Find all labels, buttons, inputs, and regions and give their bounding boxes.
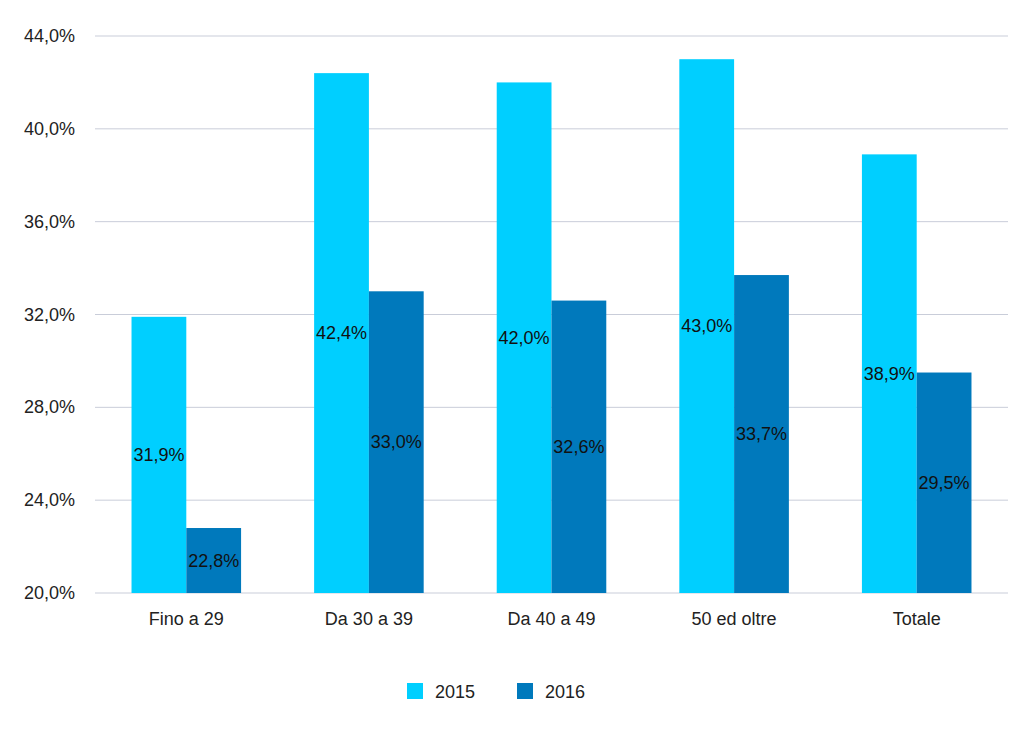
y-tick-label: 36,0% xyxy=(24,212,75,232)
grid xyxy=(95,36,1008,593)
x-tick-label: Totale xyxy=(893,609,941,629)
y-tick-label: 28,0% xyxy=(24,397,75,417)
chart-svg: 20,0% 24,0% 28,0% 32,0% 36,0% 40,0% 44,0% 31,9%… xyxy=(0,0,1024,734)
bar xyxy=(862,154,917,593)
bar xyxy=(917,373,972,593)
legend-swatch xyxy=(517,683,533,699)
legend-label: 2016 xyxy=(545,682,585,702)
y-tick-label: 40,0% xyxy=(24,119,75,139)
x-tick-label: Da 30 a 39 xyxy=(325,609,413,629)
data-label: 42,0% xyxy=(499,328,550,348)
chart-container: 20,0% 24,0% 28,0% 32,0% 36,0% 40,0% 44,0% 31,9%… xyxy=(0,0,1024,734)
bars xyxy=(132,59,972,593)
data-label: 33,0% xyxy=(371,432,422,452)
data-label: 22,8% xyxy=(188,551,239,571)
grid-line xyxy=(95,36,1008,37)
y-tick-label: 32,0% xyxy=(24,305,75,325)
x-tick-label: Fino a 29 xyxy=(149,609,224,629)
legend: 2015 2016 xyxy=(407,682,585,702)
bar xyxy=(497,82,552,593)
y-tick-label: 24,0% xyxy=(24,490,75,510)
data-label: 29,5% xyxy=(919,473,970,493)
y-tick-label: 44,0% xyxy=(24,26,75,46)
bar xyxy=(369,291,424,593)
y-tick-label: 20,0% xyxy=(24,583,75,603)
bar xyxy=(679,59,734,593)
data-label: 38,9% xyxy=(864,364,915,384)
x-tick-label: 50 ed oltre xyxy=(692,609,777,629)
data-label: 33,7% xyxy=(736,424,787,444)
bar xyxy=(734,275,789,593)
legend-label: 2015 xyxy=(435,682,475,702)
bar xyxy=(314,73,369,593)
legend-swatch xyxy=(407,683,423,699)
x-tick-label: Da 40 a 49 xyxy=(507,609,595,629)
bar xyxy=(132,317,187,593)
data-label: 31,9% xyxy=(133,445,184,465)
bar xyxy=(186,528,241,593)
bar xyxy=(552,301,607,593)
data-label: 43,0% xyxy=(681,316,732,336)
data-labels: 31,9% 42,4% 42,0% 43,0% 38,9% 22,8% 33,0% 32,6%… xyxy=(133,316,969,570)
data-label: 32,6% xyxy=(553,437,604,457)
data-label: 42,4% xyxy=(316,323,367,343)
